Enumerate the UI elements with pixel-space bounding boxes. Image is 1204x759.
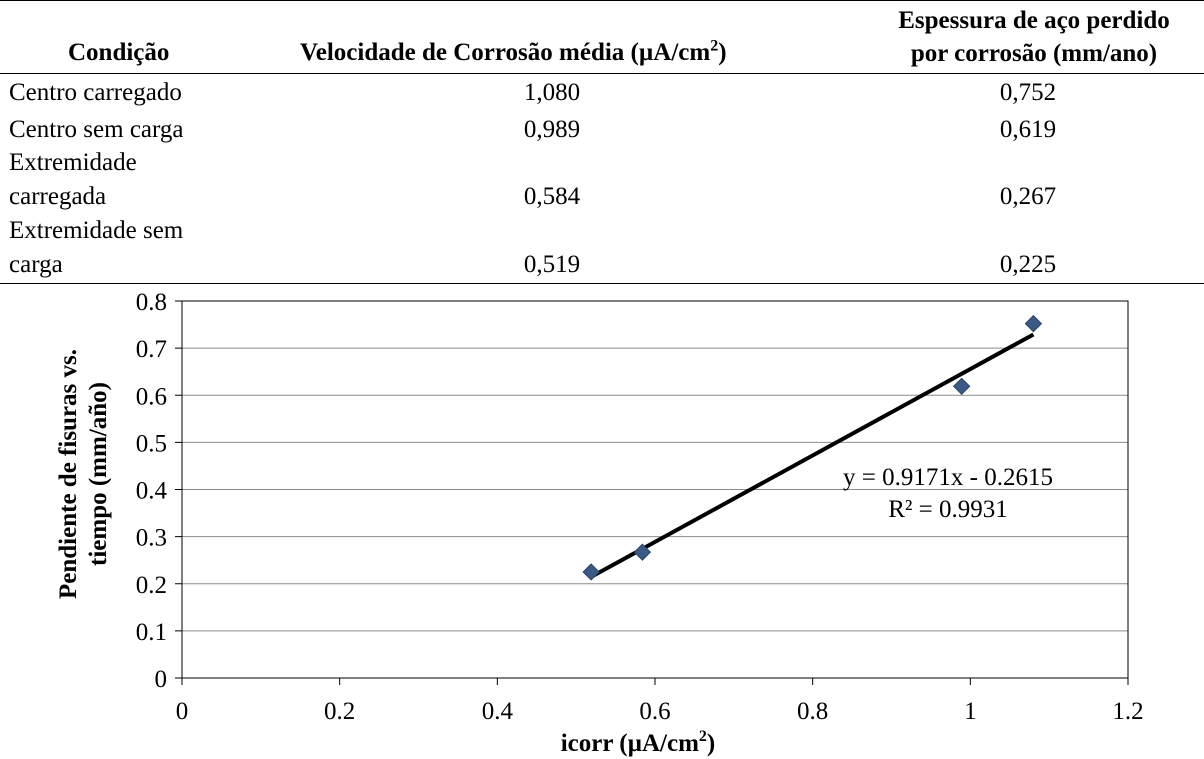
header-condition: Condição <box>68 39 170 66</box>
scatter-chart: 0 0.1 0.2 0.3 0.4 0.5 0.6 0.7 0.8 0 0.2 0.4 0.6 0.8 1 1… <box>55 289 1144 757</box>
y-tick-label: 0 <box>155 666 168 693</box>
header-velocity-sup: 2 <box>710 37 719 55</box>
row2-condition: Centro sem carga <box>9 116 184 143</box>
equation-label: y = 0.9171x - 0.2615 <box>843 464 1053 491</box>
row2-thickness: 0,619 <box>999 116 1057 143</box>
row1-condition: Centro carregado <box>9 79 182 106</box>
corrosion-table: Condição Velocidade de Corrosão média (µ… <box>0 0 1204 284</box>
y-tick-label: 0.8 <box>136 289 167 316</box>
x-tick-label: 0.6 <box>639 698 670 725</box>
y-tick-label: 0.4 <box>136 478 168 505</box>
grid-layer <box>182 347 1128 632</box>
chart-area: 0 0.1 0.2 0.3 0.4 0.5 0.6 0.7 0.8 0 0.2 0.4 0.6 0.8 1 1… <box>0 284 1204 759</box>
y-tick-label: 0.2 <box>136 572 167 599</box>
data-point <box>1024 314 1043 333</box>
x-tick-label: 0 <box>176 698 189 725</box>
x-axis-title-close: ) <box>707 730 715 757</box>
x-tick-label: 0.4 <box>482 698 514 725</box>
row2-velocity: 0,989 <box>523 116 581 143</box>
table-bottom-rule <box>0 283 1204 284</box>
table-header-rule <box>0 73 1204 74</box>
axis-layer: 0 0.1 0.2 0.3 0.4 0.5 0.6 0.7 0.8 0 0.2 0.4 0.6 0.8 1 1… <box>136 289 1144 725</box>
points-layer <box>582 314 1043 581</box>
row3-condition-line1: Extremidade <box>9 149 137 176</box>
row3-thickness: 0,267 <box>999 183 1057 210</box>
trend-layer <box>590 332 1035 579</box>
x-tick-label: 1.2 <box>1112 698 1143 725</box>
y-axis-title-line1: Pendiente de fisuras vs. <box>55 349 82 599</box>
header-velocity-text: Velocidade de Corrosão média (µA/cm <box>300 39 711 66</box>
row4-velocity: 0,519 <box>523 251 581 278</box>
x-tick-label: 0.2 <box>324 698 355 725</box>
row1-thickness: 0,752 <box>999 79 1057 106</box>
row4-thickness: 0,225 <box>999 251 1057 278</box>
r-squared-label: R² = 0.9931 <box>888 496 1008 523</box>
y-tick-label: 0.1 <box>136 619 167 646</box>
y-axis-title-line2: tiempo (mm/año) <box>85 382 112 566</box>
row1-velocity: 1,080 <box>523 79 581 106</box>
y-tick-label: 0.7 <box>136 336 167 363</box>
table-top-rule <box>0 0 1204 1</box>
x-axis-title-text: icorr (µA/cm <box>561 730 699 757</box>
y-tick-label: 0.6 <box>136 383 167 410</box>
header-thickness: Espessura de aço perdido por corrosão (m… <box>874 4 1194 70</box>
row3-velocity: 0,584 <box>523 183 581 210</box>
x-tick-label: 1 <box>964 698 977 725</box>
x-axis-title-sup: 2 <box>699 728 707 745</box>
trendline <box>590 332 1035 579</box>
header-thickness-line2: por corrosão (mm/ano) <box>910 40 1158 67</box>
x-axis-title: icorr (µA/cm2) <box>561 728 716 757</box>
row3-condition-line2: carregada <box>9 183 107 210</box>
row4-condition-line1: Extremidade sem <box>9 217 184 244</box>
x-tick-label: 0.8 <box>797 698 828 725</box>
y-tick-label: 0.5 <box>136 430 167 457</box>
y-tick-label: 0.3 <box>136 525 167 552</box>
row4-condition-line2: carga <box>9 251 63 278</box>
data-point <box>633 543 652 561</box>
data-point <box>582 563 600 581</box>
header-velocity-close: ) <box>718 39 727 66</box>
data-point <box>952 377 971 396</box>
header-thickness-line1: Espessura de aço perdido <box>898 7 1170 34</box>
header-velocity: Velocidade de Corrosão média (µA/cm2) <box>0 36 1204 69</box>
